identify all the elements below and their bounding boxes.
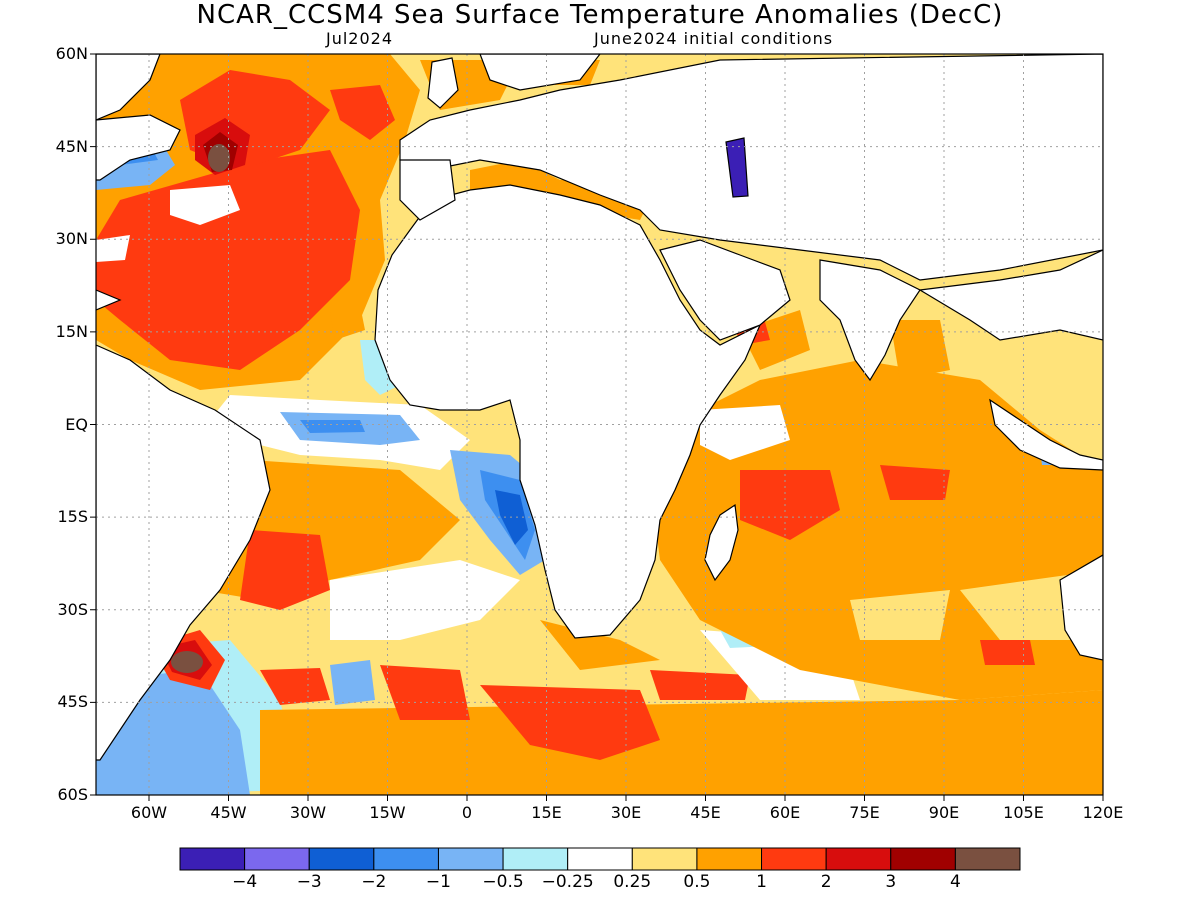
lat-label: 60N: [55, 44, 88, 63]
axis-ticks: [90, 53, 1104, 801]
colorbar-swatch: [502, 847, 569, 871]
lon-label: 45E: [690, 803, 721, 822]
colorbar-label: −3: [296, 872, 322, 892]
lon-label: 0: [461, 803, 473, 822]
colorbar-swatch: [244, 847, 310, 871]
colorbar-label: 0.25: [613, 872, 652, 892]
lon-label: 30E: [610, 803, 642, 822]
colorbar-label: 0.5: [683, 872, 711, 892]
colorbar-swatch: [761, 847, 827, 871]
lon-label: 45W: [210, 803, 247, 822]
colorbar-swatch: [373, 847, 439, 871]
colorbar-label: 4: [949, 872, 961, 892]
lon-label: 105E: [1003, 803, 1044, 822]
colorbar-swatch: [179, 847, 246, 871]
lon-label: 90E: [928, 803, 960, 822]
colorbar-label: −0.25: [541, 872, 594, 892]
lon-label: 60E: [769, 803, 801, 822]
colorbar-swatch: [954, 847, 1021, 871]
lat-label: 30S: [57, 599, 88, 619]
lat-label: EQ: [65, 414, 88, 434]
valid-month-label: Jul2024: [326, 29, 394, 48]
colorbar-label: 3: [885, 872, 897, 892]
colorbar-swatch: [308, 847, 375, 871]
map-title: NCAR_CCSM4 Sea Surface Temperature Anoma…: [196, 0, 1004, 30]
colorbar-label: −2: [361, 872, 387, 892]
lon-label: 15W: [369, 803, 406, 822]
colorbar-label: −0.5: [482, 872, 524, 892]
lat-label: 60S: [57, 785, 88, 804]
colorbar-swatch: [890, 847, 956, 871]
initial-conditions-label: June2024 initial conditions: [594, 29, 834, 48]
lon-label: 60W: [130, 803, 168, 822]
lon-label: 30W: [289, 803, 327, 822]
colorbar-label: 2: [820, 872, 832, 892]
colorbar-label: −1: [425, 872, 451, 892]
colorbar: [179, 847, 1021, 871]
colorbar-swatch: [825, 847, 892, 871]
lat-label: 15N: [55, 321, 88, 341]
lat-label: 15S: [57, 507, 88, 527]
colorbar-swatch: [437, 847, 504, 871]
lat-label: 30N: [55, 229, 88, 249]
colorbar-swatch: [567, 847, 633, 871]
land-masses: [96, 54, 1103, 761]
lat-label: 45N: [55, 136, 88, 156]
colorbar-label: 1: [756, 872, 767, 892]
lat-label: 45S: [57, 692, 88, 712]
lon-label: 75E: [849, 803, 880, 822]
lon-label: 120E: [1082, 803, 1124, 822]
colorbar-label: −4: [232, 872, 258, 892]
colorbar-swatch: [696, 847, 763, 871]
lon-label: 15E: [531, 803, 562, 822]
colorbar-swatch: [631, 847, 698, 871]
